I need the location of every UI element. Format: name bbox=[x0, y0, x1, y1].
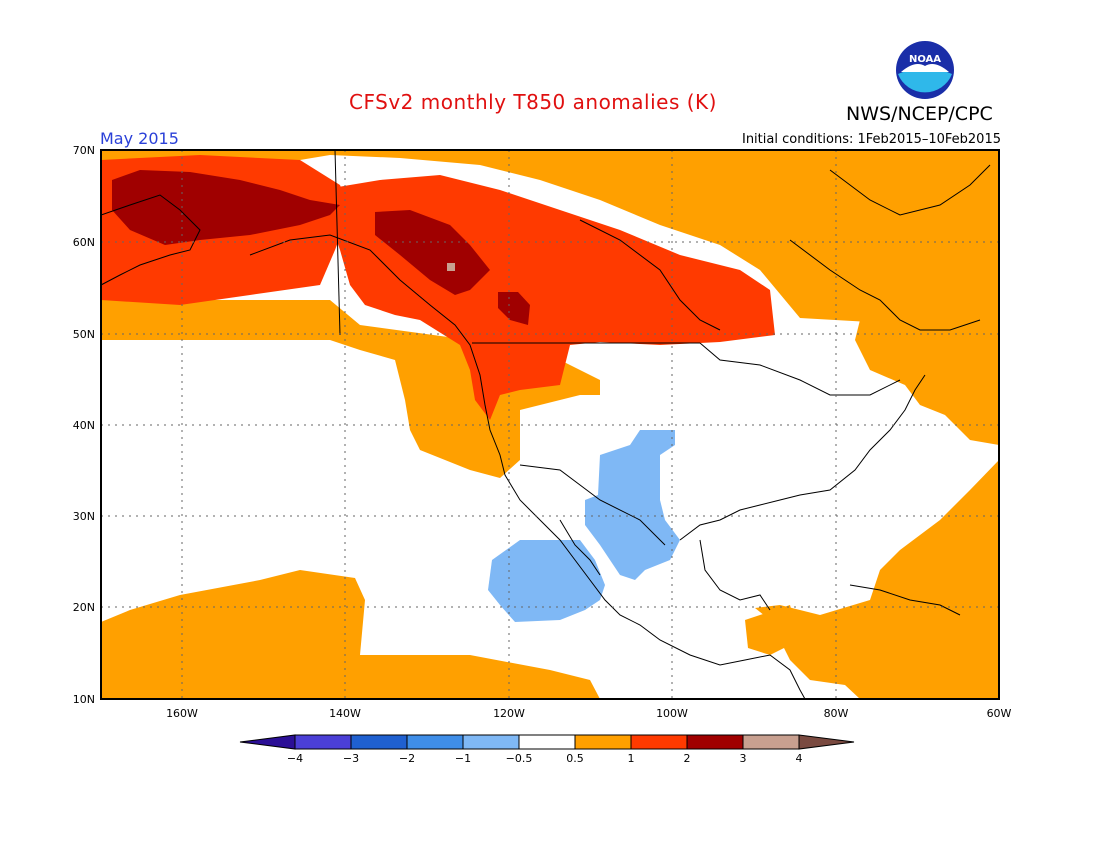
logo-text: NOAA bbox=[909, 54, 941, 65]
anomaly-region-bc-darkred bbox=[375, 210, 490, 295]
lon-label: 120W bbox=[493, 707, 525, 720]
forecast-period: May 2015 bbox=[100, 129, 179, 148]
lon-label: 160W bbox=[166, 707, 198, 720]
anomaly-region-atlantic-orange bbox=[755, 460, 999, 699]
lat-label: 10N bbox=[73, 693, 95, 706]
anomaly-region-pacific-orange bbox=[101, 570, 600, 699]
color-legend: −4 −3 −2 −1 −0.5 0.5 1 2 3 4 bbox=[239, 734, 855, 765]
anomaly-region-prairie-darkred bbox=[498, 292, 530, 325]
lat-labels: 70N 60N 50N 40N 30N 20N 10N bbox=[73, 144, 95, 706]
legend-swatch bbox=[574, 734, 632, 750]
legend-label: 3 bbox=[740, 752, 747, 765]
map-frame bbox=[100, 149, 1000, 700]
coastlines bbox=[101, 150, 991, 699]
noaa-logo-icon: NOAA bbox=[896, 41, 954, 99]
legend-swatch bbox=[462, 734, 520, 750]
lat-label: 70N bbox=[73, 144, 95, 157]
anomaly-region-southwest-blue bbox=[585, 430, 680, 580]
anomaly-region-northern-orange bbox=[101, 150, 999, 322]
legend-swatch bbox=[350, 734, 408, 750]
anomaly-region-northeast-orange bbox=[855, 300, 999, 445]
legend-swatch bbox=[742, 734, 800, 750]
lat-label: 30N bbox=[73, 510, 95, 523]
anomaly-region-caribbean-orange bbox=[745, 605, 800, 655]
lat-label: 50N bbox=[73, 328, 95, 341]
legend-swatch bbox=[686, 734, 744, 750]
legend-label: −4 bbox=[287, 752, 303, 765]
legend-label: −3 bbox=[343, 752, 359, 765]
map-title: CFSv2 monthly T850 anomalies (K) bbox=[349, 90, 717, 114]
legend-swatch bbox=[798, 734, 855, 750]
legend-swatch bbox=[239, 734, 296, 750]
legend-label: −0.5 bbox=[506, 752, 533, 765]
lon-label: 60W bbox=[987, 707, 1012, 720]
lon-label: 140W bbox=[329, 707, 361, 720]
lat-label: 20N bbox=[73, 601, 95, 614]
anomaly-region-alaska-darkred bbox=[112, 170, 340, 245]
lon-label: 80W bbox=[824, 707, 849, 720]
lon-label: 100W bbox=[656, 707, 688, 720]
graticule bbox=[101, 150, 999, 699]
lat-label: 60N bbox=[73, 236, 95, 249]
legend-swatch bbox=[518, 734, 576, 750]
initial-conditions: Initial conditions: 1Feb2015–10Feb2015 bbox=[741, 132, 1001, 147]
legend-swatch bbox=[294, 734, 352, 750]
lon-labels: 160W 140W 120W 100W 80W 60W bbox=[166, 707, 1011, 720]
lat-label: 40N bbox=[73, 419, 95, 432]
legend-swatch bbox=[406, 734, 464, 750]
legend-label: −1 bbox=[455, 752, 471, 765]
legend-label: −2 bbox=[399, 752, 415, 765]
anomaly-region-peak bbox=[447, 263, 455, 271]
legend-label: 4 bbox=[796, 752, 803, 765]
legend-swatch bbox=[630, 734, 688, 750]
legend-label: 0.5 bbox=[566, 752, 584, 765]
legend-label: 2 bbox=[684, 752, 691, 765]
legend-label: 1 bbox=[628, 752, 635, 765]
org-label: NWS/NCEP/CPC bbox=[846, 103, 993, 125]
